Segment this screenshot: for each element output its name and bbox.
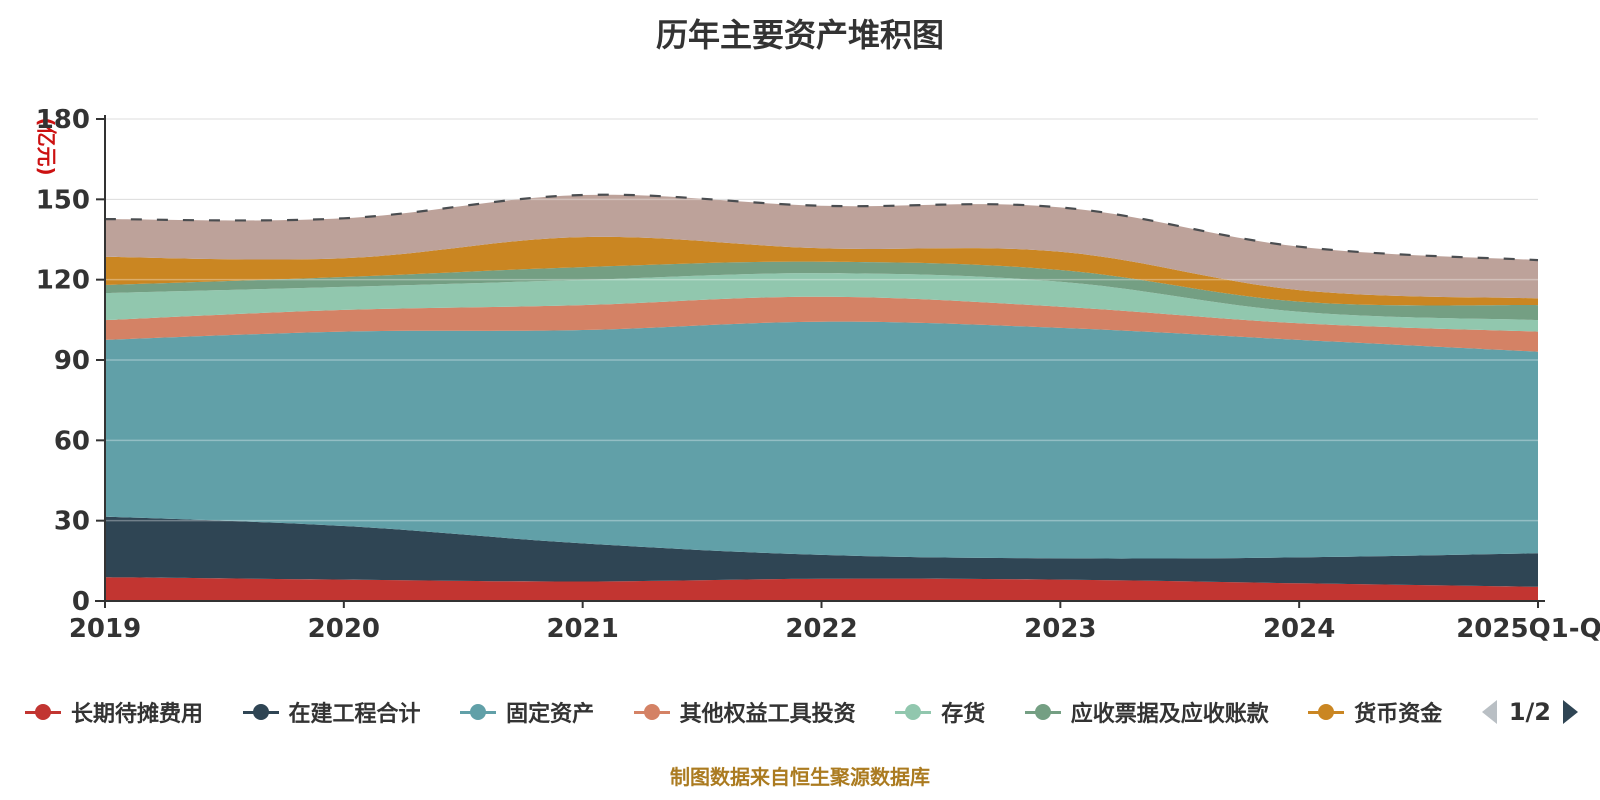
legend-item-7[interactable]: 货币资金 [1308,696,1442,728]
x-tick-label-2020: 2020 [308,614,380,644]
legend-prev-arrow-icon[interactable] [1481,700,1497,724]
area-应收票据及应收账款 [105,261,1538,321]
legend-item-3[interactable]: 固定资产 [460,696,594,728]
y-tick-label-60: 60 [54,426,90,456]
chart-title: 历年主要资产堆积图 [655,16,944,54]
legend-marker-icon [633,703,670,721]
y-tick-label-0: 0 [72,587,90,617]
legend-marker-icon [25,703,61,721]
area-存货 [105,273,1538,332]
area-其他权益工具投资 [105,296,1538,352]
x-tick-label-2025Q1-Q3: 2025Q1-Q3 [1456,614,1600,644]
y-tick-label-150: 150 [36,185,90,215]
legend-next-arrow-icon[interactable] [1563,700,1578,724]
legend-item-5[interactable]: 存货 [895,696,985,728]
y-tick-label-120: 120 [36,266,90,296]
x-tick-label-2023: 2023 [1024,614,1096,644]
legend-marker-icon [1308,703,1345,721]
y-tick-label-90: 90 [54,346,90,376]
area-长期待摊费用 [105,577,1538,601]
legend-label: 其他权益工具投资 [679,702,856,727]
legend-item-6[interactable]: 应收票据及应收账款 [1024,696,1269,728]
legend-marker-icon [460,703,497,721]
legend-pager: 1/2 [1481,698,1578,726]
stack-top-line [104,193,1539,262]
legend-label: 应收票据及应收账款 [1070,702,1269,727]
legend-label: 存货 [941,702,986,727]
legend-marker-icon [242,703,279,721]
legend-marker-icon [895,703,932,721]
x-tick-label-2022: 2022 [785,614,857,644]
legend-page-indicator: 1/2 [1508,698,1551,726]
legend: 长期待摊费用 在建工程合计 固定资产 其他权益工具投资 存货 应收票据及应收账款 货币资金 1… [25,694,1578,730]
data-source-caption: 制图数据来自恒生聚源数据库 [670,765,930,789]
legend-item-1[interactable]: 长期待摊费用 [25,696,203,728]
legend-label: 固定资产 [506,702,595,727]
legend-item-2[interactable]: 在建工程合计 [242,696,421,728]
legend-item-4[interactable]: 其他权益工具投资 [633,696,856,728]
x-tick-label-2021: 2021 [546,614,618,644]
area-在建工程合计 [105,516,1538,587]
y-tick-label-180: 180 [36,105,90,135]
y-tick-label-30: 30 [54,507,90,537]
stacked-area-chart: 0 30 60 90 120 150 180 2019 2020 2021 2022 2023 2024… [36,105,1600,644]
legend-label: 长期待摊费用 [71,702,204,727]
x-tick-label-2024: 2024 [1263,614,1335,644]
area-series-8 [105,194,1538,299]
area-货币资金 [105,236,1538,306]
x-tick-label-2019: 2019 [69,614,141,644]
legend-label: 在建工程合计 [288,702,421,727]
legend-label: 货币资金 [1354,702,1443,727]
area-固定资产 [105,321,1538,559]
legend-marker-icon [1024,703,1061,721]
